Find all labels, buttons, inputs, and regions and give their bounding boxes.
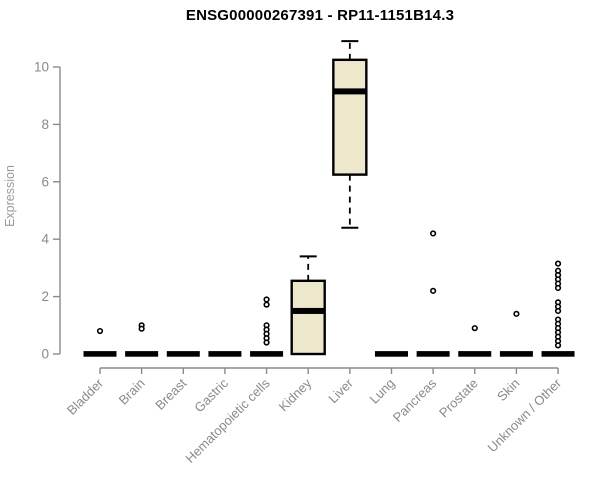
y-tick-label: 0 bbox=[41, 347, 49, 362]
outlier-point-pancreas bbox=[430, 287, 437, 294]
zero-box-skin bbox=[499, 351, 533, 357]
y-tick-label: 2 bbox=[41, 289, 49, 304]
y-tick-label: 8 bbox=[41, 117, 49, 132]
zero-box-pancreas bbox=[416, 351, 450, 357]
zero-box-prostate bbox=[458, 351, 492, 357]
zero-box-gastric bbox=[208, 351, 242, 357]
y-tick-label: 4 bbox=[41, 232, 49, 247]
outlier-point-prostate bbox=[471, 325, 478, 332]
median-liver bbox=[333, 88, 367, 95]
zero-box-hematopoietic-cells bbox=[250, 351, 284, 357]
outlier-point-hematopoietic-cells bbox=[263, 301, 270, 308]
zero-box-lung bbox=[374, 351, 408, 357]
x-tick-label-lung: Lung bbox=[367, 376, 398, 407]
x-tick-label-unknown-other: Unknown / Other bbox=[485, 375, 565, 455]
outlier-point-unknown-other bbox=[554, 284, 562, 292]
x-tick-label-skin: Skin bbox=[494, 376, 522, 404]
y-tick-label: 6 bbox=[41, 174, 49, 189]
median-kidney bbox=[291, 307, 325, 314]
outlier-point-unknown-other bbox=[554, 260, 562, 267]
x-tick-label-prostate: Prostate bbox=[436, 376, 481, 421]
outlier-point-hematopoietic-cells bbox=[263, 296, 270, 303]
outlier-point-unknown-other bbox=[554, 342, 562, 349]
x-tick-label-pancreas: Pancreas bbox=[390, 375, 440, 425]
outlier-point-brain bbox=[138, 325, 145, 332]
box-kidney bbox=[290, 279, 326, 356]
outlier-point-bladder bbox=[96, 327, 104, 335]
zero-box-bladder bbox=[83, 351, 117, 357]
outlier-point-pancreas bbox=[430, 230, 437, 237]
x-tick-label-bladder: Bladder bbox=[64, 375, 107, 418]
x-tick-label-breast: Breast bbox=[152, 375, 189, 412]
outlier-point-unknown-other bbox=[554, 307, 562, 315]
zero-box-breast bbox=[166, 351, 200, 357]
y-axis-label: Expression bbox=[3, 165, 17, 227]
outlier-point-hematopoietic-cells bbox=[263, 339, 270, 346]
y-tick-label: 10 bbox=[34, 60, 49, 75]
x-tick-label-gastric: Gastric bbox=[191, 375, 231, 415]
zero-box-unknown-other bbox=[541, 351, 575, 357]
x-tick-label-kidney: Kidney bbox=[276, 375, 315, 414]
x-tick-label-brain: Brain bbox=[116, 376, 148, 408]
chart-title: ENSG00000267391 - RP11-1151B14.3 bbox=[185, 7, 455, 24]
zero-box-brain bbox=[125, 351, 159, 357]
box-liver bbox=[332, 58, 368, 176]
outlier-point-skin bbox=[513, 310, 520, 317]
x-tick-label-liver: Liver bbox=[325, 375, 356, 406]
